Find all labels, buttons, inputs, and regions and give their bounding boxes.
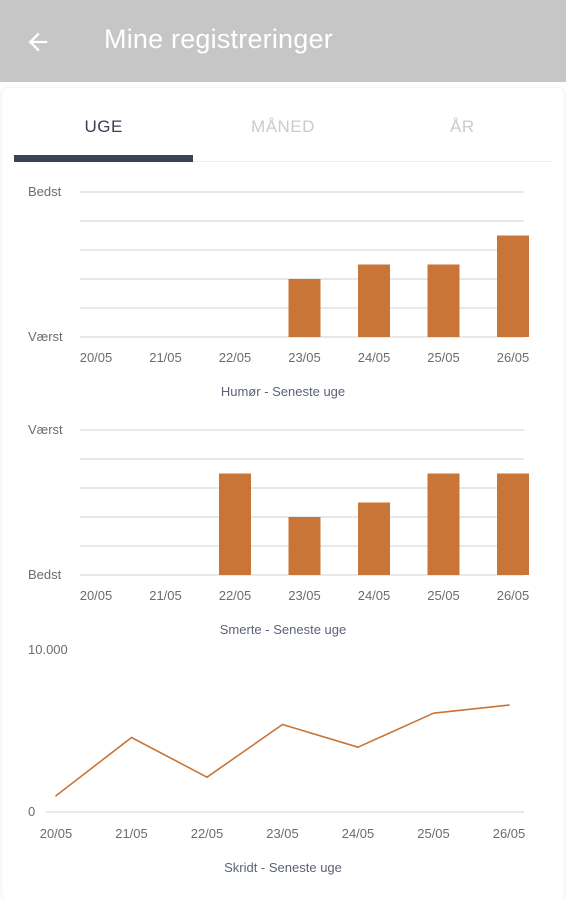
x-tick-label: 25/05 bbox=[417, 826, 450, 841]
pain-chart-svg: Værst Bedst 20/05 21/05 22/05 23/05 24/05 25/05… bbox=[28, 422, 530, 637]
x-tick-label: 24/05 bbox=[358, 350, 391, 365]
x-tick-label: 22/05 bbox=[191, 826, 224, 841]
page-title: Mine registreringer bbox=[104, 24, 333, 54]
x-tick-label: 22/05 bbox=[219, 588, 252, 603]
bar bbox=[427, 473, 460, 575]
data-point bbox=[130, 736, 133, 739]
steps-chart: 10.000 0 20/05 21/05 22/05 23/05 24/05 25/05 26/… bbox=[0, 636, 566, 882]
data-point bbox=[281, 723, 284, 726]
tab-month[interactable]: MÅNED bbox=[251, 116, 315, 136]
steps-chart-svg: 10.000 0 20/05 21/05 22/05 23/05 24/05 25/05 26/… bbox=[28, 642, 526, 875]
bar bbox=[358, 502, 390, 575]
x-tick-label: 23/05 bbox=[288, 350, 321, 365]
back-button[interactable] bbox=[18, 22, 58, 62]
data-point bbox=[55, 795, 57, 797]
data-point bbox=[206, 776, 208, 778]
arrow-left-icon bbox=[28, 32, 48, 52]
y-bottom-label: Bedst bbox=[28, 567, 62, 582]
bar bbox=[358, 264, 390, 337]
chart-caption: Smerte - Seneste uge bbox=[220, 622, 346, 637]
chart-caption: Skridt - Seneste uge bbox=[224, 860, 342, 875]
x-tick-label: 26/05 bbox=[497, 350, 530, 365]
app-bar: Mine registreringer bbox=[0, 0, 566, 82]
y-bottom-label: Værst bbox=[28, 329, 63, 344]
x-tick-label: 24/05 bbox=[342, 826, 375, 841]
data-point bbox=[357, 746, 359, 748]
x-tick-label: 25/05 bbox=[427, 588, 460, 603]
bar bbox=[288, 517, 321, 575]
mood-chart: Bedst Værst 20/05 21/05 22/05 23/05 24/05 25/05… bbox=[0, 172, 566, 408]
bar bbox=[219, 473, 251, 575]
y-bottom-label: 0 bbox=[28, 804, 35, 819]
x-tick-label: 22/05 bbox=[219, 350, 252, 365]
data-point bbox=[432, 712, 435, 714]
x-tick-label: 26/05 bbox=[497, 588, 530, 603]
tab-year[interactable]: ÅR bbox=[450, 116, 475, 136]
bar bbox=[288, 279, 321, 337]
x-tick-label: 24/05 bbox=[358, 588, 391, 603]
x-tick-label: 20/05 bbox=[80, 588, 113, 603]
bar bbox=[497, 235, 529, 337]
period-tabs: UGE MÅNED ÅR bbox=[14, 96, 552, 162]
x-tick-label: 21/05 bbox=[149, 350, 182, 365]
series-line bbox=[55, 704, 510, 797]
mood-chart-svg: Bedst Værst 20/05 21/05 22/05 23/05 24/05 25/05… bbox=[28, 184, 530, 399]
x-tick-label: 21/05 bbox=[115, 826, 148, 841]
bar bbox=[497, 473, 529, 575]
x-tick-label: 25/05 bbox=[427, 350, 460, 365]
x-tick-label: 21/05 bbox=[149, 588, 182, 603]
y-top-label: Bedst bbox=[28, 184, 62, 199]
chart-caption: Humør - Seneste uge bbox=[221, 384, 345, 399]
pain-chart: Værst Bedst 20/05 21/05 22/05 23/05 24/05 25/05… bbox=[0, 410, 566, 646]
bar bbox=[427, 264, 460, 337]
x-tick-label: 23/05 bbox=[288, 588, 321, 603]
x-tick-label: 20/05 bbox=[40, 826, 73, 841]
x-tick-label: 23/05 bbox=[266, 826, 299, 841]
y-top-label: Værst bbox=[28, 422, 63, 437]
x-tick-label: 20/05 bbox=[80, 350, 113, 365]
data-point bbox=[508, 704, 510, 706]
x-tick-label: 26/05 bbox=[493, 826, 526, 841]
tab-week[interactable]: UGE bbox=[14, 96, 194, 162]
y-top-label: 10.000 bbox=[28, 642, 68, 657]
